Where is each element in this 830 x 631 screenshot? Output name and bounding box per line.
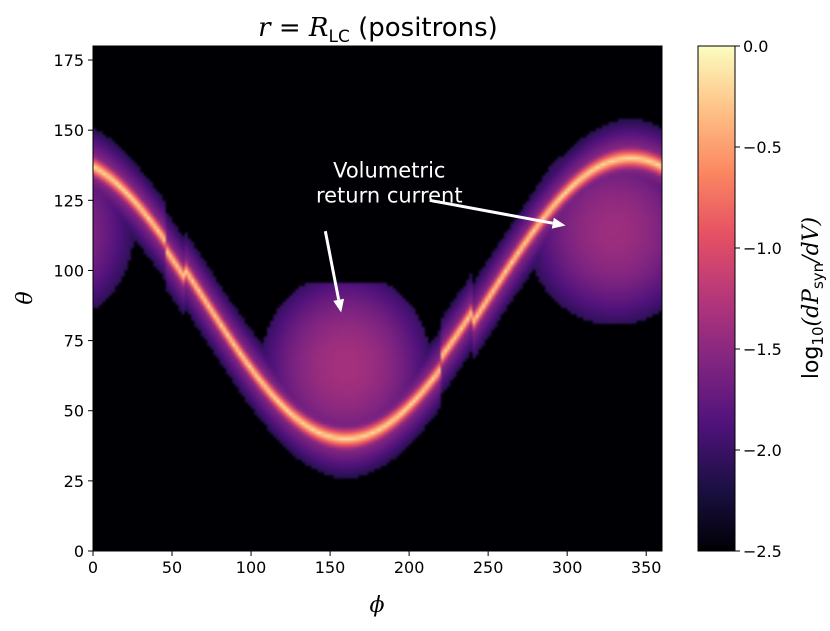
annotation-line-1: Volumetric: [333, 159, 445, 183]
y-tick-label: 150: [53, 121, 84, 140]
chart-title: r = RLC (positrons): [258, 13, 498, 47]
annotation-arrow-head: [551, 217, 566, 229]
cbar-label-P: P: [799, 288, 824, 305]
colorbar-label: log10(dPsyn/dV): [799, 217, 827, 379]
x-tick-label: 200: [394, 558, 425, 577]
colorbar-tick-label: −2.0: [743, 441, 782, 460]
x-tick-label: 0: [88, 558, 98, 577]
y-tick-label: 25: [64, 472, 84, 491]
x-tick-label: 350: [631, 558, 662, 577]
y-tick-label: 75: [64, 332, 84, 351]
cbar-label-sub10: 10: [809, 327, 827, 346]
title-var: r: [258, 13, 272, 43]
colorbar-tick-label: −1.0: [743, 239, 782, 258]
y-tick-label: 175: [53, 51, 84, 70]
colorbar-tick-label: −1.5: [743, 340, 782, 359]
colorbar-bar: [698, 46, 735, 551]
x-tick-label: 250: [473, 558, 504, 577]
x-axis: 0 50 100 150 200 250 300 350: [88, 551, 662, 577]
y-axis-label: θ: [13, 291, 38, 304]
x-tick-label: 150: [315, 558, 346, 577]
plot-area: [92, 45, 663, 552]
title-rest: (positrons): [350, 13, 498, 43]
cbar-label-subsyn: syn: [809, 263, 827, 289]
title-eq: =: [271, 13, 309, 43]
cbar-label-open: (d: [799, 304, 824, 327]
title-sub: LC: [329, 27, 350, 47]
colorbar-ticks: 0.0 −0.5 −1.0 −1.5 −2.0 −2.5: [735, 37, 782, 561]
x-tick-label: 300: [552, 558, 583, 577]
colorbar-frame: [697, 45, 736, 552]
x-axis-label: ϕ: [370, 593, 385, 618]
y-axis: 0 25 50 75 100 125 150 175: [53, 51, 93, 561]
x-tick-label: 50: [162, 558, 182, 577]
annotation-arrow-shaft: [323, 230, 341, 301]
heatmap-image: [93, 46, 662, 551]
cbar-label-close: /dV): [799, 217, 824, 265]
annotation-arrow-shaft: [429, 198, 554, 225]
colorbar: 0.0 −0.5 −1.0 −1.5 −2.0 −2.5 log10(dPsyn/dV): [697, 37, 827, 561]
y-tick-label: 100: [53, 261, 84, 280]
annotation-line-2: return current: [316, 184, 463, 208]
colorbar-tick-label: −0.5: [743, 138, 782, 157]
y-tick-label: 50: [64, 402, 84, 421]
cbar-label-log: log: [799, 346, 824, 380]
title-big: R: [308, 13, 329, 43]
y-tick-label: 125: [53, 191, 84, 210]
annotation-arrow-head: [333, 298, 345, 313]
annotation: Volumetric return current: [316, 159, 566, 313]
colorbar-tick-label: −2.5: [743, 542, 782, 561]
y-tick-label: 0: [74, 542, 84, 561]
x-tick-label: 100: [236, 558, 267, 577]
plot-frame: [92, 45, 663, 552]
colorbar-tick-label: 0.0: [743, 37, 768, 56]
